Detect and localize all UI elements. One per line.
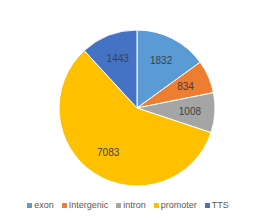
svg-text:7083: 7083 [97, 147, 120, 158]
html-text:exon: exon [34, 200, 54, 210]
svg-text:1832: 1832 [150, 55, 173, 66]
html-text:TTS: TTS [211, 200, 229, 210]
html-text:promoter: promoter [160, 200, 197, 210]
svg-text:1443: 1443 [107, 53, 130, 64]
svg-text:1008: 1008 [179, 106, 202, 117]
html-text:Intergenic: Intergenic [68, 200, 109, 210]
svg-text:834: 834 [177, 81, 194, 92]
html-text:intron: intron [123, 200, 146, 210]
